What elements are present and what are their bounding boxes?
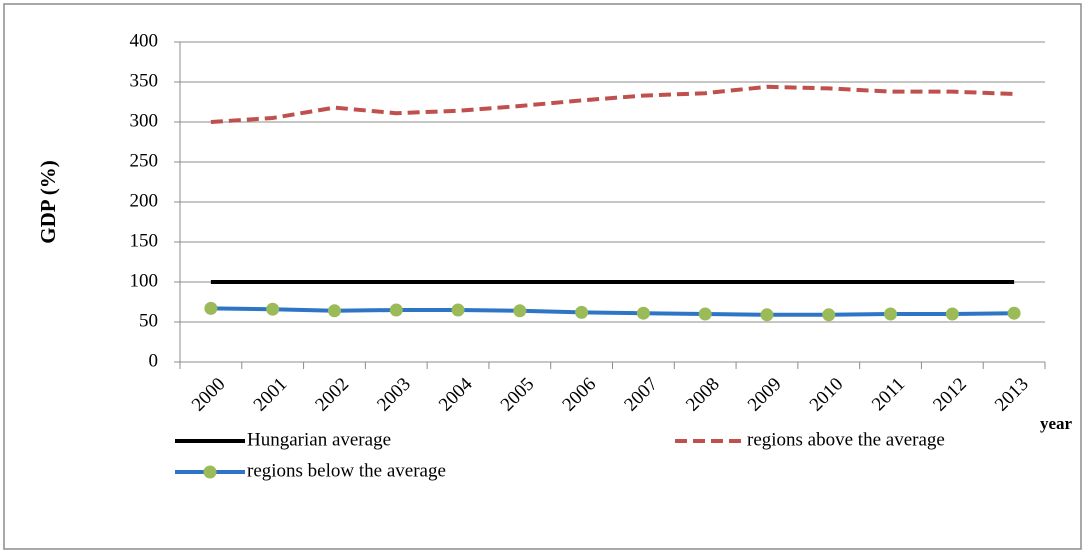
y-tick-label: 100 — [130, 270, 159, 291]
data-point — [760, 308, 774, 322]
data-point — [945, 307, 959, 321]
data-point — [1007, 306, 1021, 320]
data-point — [884, 307, 898, 321]
y-tick-label: 250 — [130, 150, 159, 171]
y-tick-label: 50 — [139, 310, 158, 331]
legend-label: Hungarian average — [247, 429, 391, 450]
y-axis-label: GDP (%) — [36, 160, 60, 243]
legend-label: regions below the average — [247, 460, 446, 481]
data-point — [451, 303, 465, 317]
data-point — [636, 306, 650, 320]
data-point — [698, 307, 712, 321]
data-point — [822, 308, 836, 322]
y-tick-label: 150 — [130, 230, 159, 251]
y-tick-label: 400 — [130, 30, 159, 51]
y-tick-label: 350 — [130, 70, 159, 91]
series-line — [210, 84, 1015, 124]
data-point — [575, 305, 589, 319]
legend-marker — [203, 465, 217, 479]
data-point — [327, 304, 341, 318]
y-tick-label: 300 — [130, 110, 159, 131]
y-tick-label: 0 — [149, 350, 159, 371]
series-line — [210, 306, 1015, 317]
data-point — [513, 304, 527, 318]
chart-border — [3, 3, 1082, 550]
data-point — [389, 303, 403, 317]
x-axis-label: year — [1040, 414, 1073, 433]
data-point — [204, 301, 218, 315]
y-tick-label: 200 — [130, 190, 159, 211]
legend-label: regions above the average — [747, 429, 945, 450]
data-point — [266, 302, 280, 316]
